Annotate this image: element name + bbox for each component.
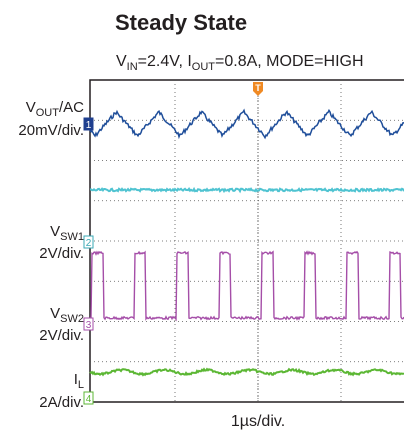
channel-marker <box>83 235 94 249</box>
name-main: V <box>50 305 60 322</box>
name-sub: L <box>78 379 84 391</box>
channel-name: VSW2 <box>50 305 84 325</box>
name-sub: SW2 <box>60 313 84 325</box>
channel-marker-label: 4 <box>86 394 92 405</box>
channel-name: VSW1 <box>50 223 84 243</box>
il-trace <box>89 367 404 377</box>
title: Steady State <box>115 10 247 35</box>
subtitle-sub: IN <box>127 61 138 73</box>
channel-marker <box>83 391 94 405</box>
channel-marker <box>83 117 94 131</box>
channel-marker-label: 1 <box>86 120 92 131</box>
subtitle-part: =0.8A, MODE=HIGH <box>215 53 364 70</box>
cyan-trace <box>89 186 404 194</box>
channel-scale: 2V/div. <box>39 327 84 344</box>
name-main: I <box>74 371 78 388</box>
scope-grid <box>89 79 404 403</box>
name-main: V <box>26 99 36 116</box>
channel-scale: 2A/div. <box>39 394 84 411</box>
channel-scale: 2V/div. <box>39 245 84 262</box>
vsw-trace <box>89 250 404 322</box>
channel-scale: 20mV/div. <box>18 122 84 139</box>
channel-name: VOUT/AC <box>26 99 84 119</box>
subtitle: VIN=2.4V, IOUT=0.8A, MODE=HIGH <box>116 53 364 73</box>
traces <box>89 108 404 377</box>
trigger-label: T <box>255 83 261 93</box>
subtitle-part: =2.4V, I <box>138 53 192 70</box>
name-sub: SW1 <box>60 231 84 243</box>
channel-marker-label: 2 <box>86 238 92 249</box>
timebase: 1µs/div. <box>231 413 285 430</box>
channel-marker <box>83 317 94 331</box>
trigger-marker <box>253 82 263 96</box>
name-main: V <box>50 223 60 240</box>
vout-trace <box>89 108 404 140</box>
name-suffix: /AC <box>59 99 84 116</box>
name-sub: OUT <box>36 107 60 119</box>
subtitle-sub: OUT <box>192 61 216 73</box>
channel-name: IL <box>74 371 84 391</box>
channel-marker-label: 3 <box>86 320 92 331</box>
subtitle-part: V <box>116 53 127 70</box>
